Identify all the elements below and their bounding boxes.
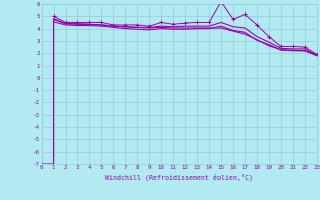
X-axis label: Windchill (Refroidissement éolien,°C): Windchill (Refroidissement éolien,°C): [105, 173, 253, 181]
